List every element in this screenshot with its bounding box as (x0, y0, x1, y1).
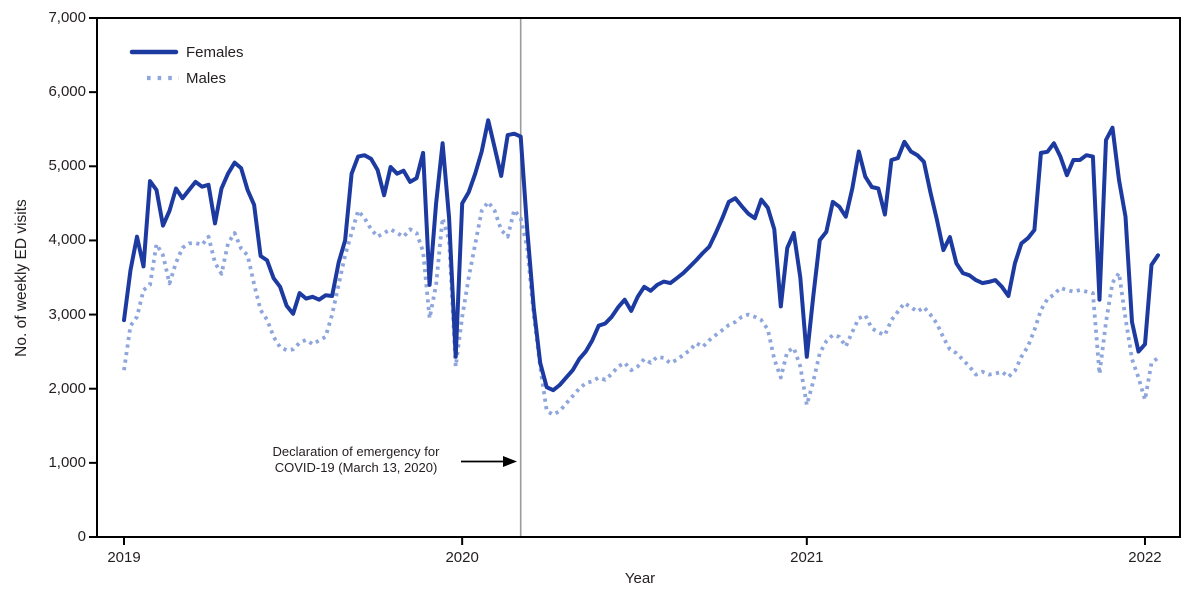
y-tick-label: 1,000 (48, 453, 86, 471)
plot-border (96, 17, 1181, 538)
y-tick-label: 6,000 (48, 83, 86, 101)
x-tick-label: 2019 (107, 549, 141, 566)
y-tick-label: 5,000 (48, 157, 86, 175)
x-axis-title: Year (624, 570, 656, 587)
x-tick-label: 2022 (1128, 549, 1162, 566)
females-line (122, 118, 1160, 393)
y-tick-label: 4,000 (48, 231, 86, 249)
legend-label-females: Females (186, 44, 244, 61)
x-tick-label: 2021 (790, 549, 824, 566)
males-line (122, 199, 1160, 417)
covid-annotation-line2: COVID-19 (March 13, 2020) (274, 460, 438, 475)
covid-annotation-line1: Declaration of emergency for (272, 444, 440, 459)
y-tick-label: 0 (77, 528, 86, 545)
covid-annotation: Declaration of emergency for COVID-19 (M… (240, 444, 472, 476)
y-tick-label: 3,000 (48, 305, 86, 323)
annotation-arrow-head (503, 456, 517, 467)
x-tick-label: 2020 (445, 549, 479, 566)
legend-label-males: Males (186, 70, 227, 87)
y-tick-label: 7,000 (48, 9, 86, 26)
y-axis-title: No. of weekly ED visits (13, 199, 30, 357)
y-tick-label: 2,000 (48, 379, 86, 397)
